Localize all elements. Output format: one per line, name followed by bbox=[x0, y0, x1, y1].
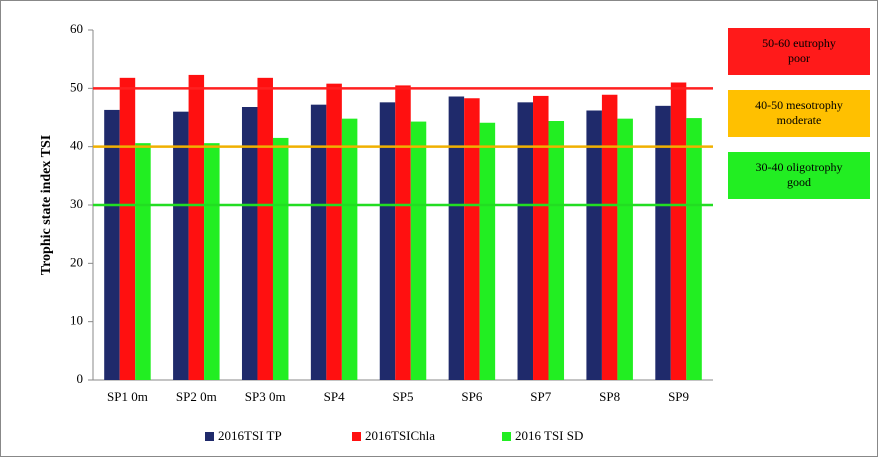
bar bbox=[173, 111, 189, 381]
annotation-text: 40-50 mesotrophy bbox=[755, 98, 843, 112]
y-tick-label: 30 bbox=[70, 196, 83, 211]
bar bbox=[655, 105, 671, 380]
x-tick-label: SP6 bbox=[461, 389, 482, 404]
bar bbox=[517, 102, 534, 380]
x-tick-label: SP3 0m bbox=[245, 389, 286, 404]
bar bbox=[326, 83, 342, 381]
x-tick-label: SP4 bbox=[324, 389, 345, 404]
annotation-text: poor bbox=[788, 51, 810, 65]
x-tick-label: SP8 bbox=[599, 389, 620, 404]
y-tick-label: 60 bbox=[70, 21, 83, 36]
x-tick-label: SP2 0m bbox=[176, 389, 217, 404]
annotation-text: moderate bbox=[777, 113, 822, 127]
bar bbox=[379, 102, 396, 380]
y-tick-label: 10 bbox=[70, 313, 83, 328]
x-tick-label: SP5 bbox=[393, 389, 414, 404]
bar bbox=[204, 143, 220, 380]
legend-label: 2016TSI TP bbox=[218, 428, 282, 443]
bar bbox=[341, 118, 358, 381]
x-tick-label: SP1 0m bbox=[107, 389, 148, 404]
bar bbox=[548, 121, 565, 380]
y-axis-label: Trophic state index TSI bbox=[39, 135, 54, 275]
bar bbox=[135, 143, 151, 380]
legend-label: 2016TSIChla bbox=[365, 428, 435, 443]
legend-swatch bbox=[205, 432, 214, 441]
bar bbox=[586, 110, 602, 380]
bar bbox=[241, 107, 258, 380]
bar bbox=[533, 95, 549, 381]
bar bbox=[188, 74, 205, 381]
bar bbox=[272, 137, 289, 380]
bar bbox=[670, 82, 687, 380]
y-tick-label: 0 bbox=[77, 371, 84, 386]
bar bbox=[464, 98, 480, 380]
y-tick-label: 20 bbox=[70, 254, 83, 269]
bar bbox=[119, 77, 136, 380]
bar bbox=[448, 96, 465, 380]
annotation-box bbox=[728, 152, 870, 199]
x-tick-label: SP9 bbox=[668, 389, 689, 404]
legend-label: 2016 TSI SD bbox=[515, 428, 583, 443]
x-tick-label: SP7 bbox=[530, 389, 551, 404]
annotation-text: 30-40 oligotrophy bbox=[756, 160, 843, 174]
bar bbox=[617, 118, 633, 381]
bar bbox=[479, 122, 496, 380]
bar bbox=[601, 94, 618, 380]
bar bbox=[104, 109, 120, 381]
annotation-text: good bbox=[787, 175, 811, 189]
annotation-box bbox=[728, 28, 870, 75]
annotation-text: 50-60 eutrophy bbox=[762, 36, 836, 50]
annotation-box bbox=[728, 90, 870, 137]
bar bbox=[686, 118, 702, 380]
bar bbox=[395, 85, 411, 381]
y-tick-label: 50 bbox=[70, 79, 83, 94]
y-tick-label: 40 bbox=[70, 138, 83, 153]
bar bbox=[257, 77, 273, 380]
legend-swatch bbox=[502, 432, 511, 441]
legend-swatch bbox=[352, 432, 361, 441]
bar bbox=[310, 104, 327, 381]
bar bbox=[410, 121, 427, 380]
